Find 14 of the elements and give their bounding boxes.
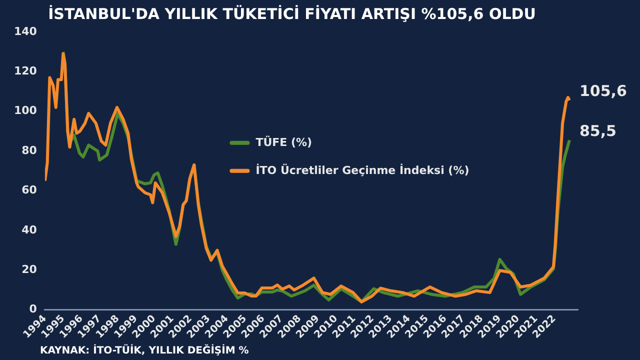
text: KAYNAK: İTO-TÜİK, YILLIK DEĞİŞİM % — [40, 344, 249, 357]
y-tick-label: 80 — [22, 144, 38, 157]
y-tick-label: 120 — [14, 64, 38, 78]
annotation: 85,5 — [579, 122, 616, 140]
y-tick-label: 60 — [22, 184, 38, 197]
y-tick-label: 140 — [14, 24, 38, 38]
legend-label: İTO Ücretliler Geçinme İndeksi (%) — [256, 162, 470, 177]
y-tick-label: 0 — [29, 302, 38, 316]
chart-title: İSTANBUL'DA YILLIK TÜKETİCİ FİYATI ARTIŞI %105,6 OLDU — [48, 4, 536, 23]
annotation: 105,6 — [579, 82, 627, 100]
y-tick-label: 100 — [14, 104, 38, 118]
y-tick-label: 20 — [22, 263, 38, 276]
legend-label: TÜFE (%) — [256, 134, 312, 149]
y-tick-label: 40 — [22, 223, 38, 236]
